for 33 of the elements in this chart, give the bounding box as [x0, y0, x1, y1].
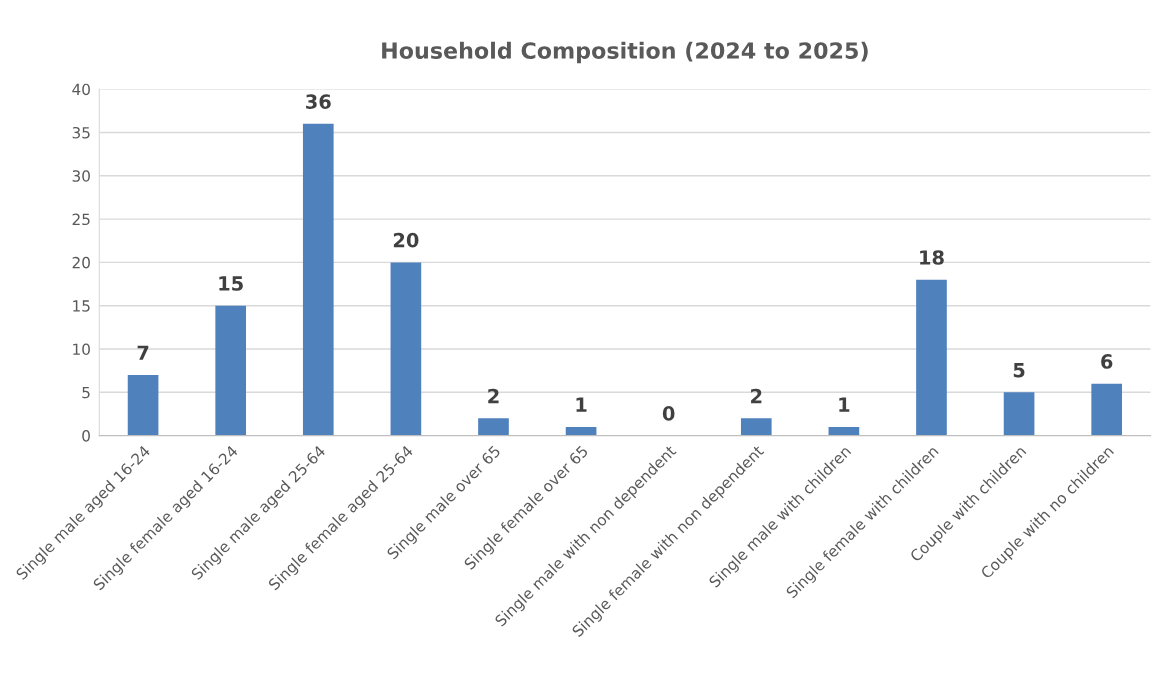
data-label: 18 — [920, 250, 944, 265]
data-label: 2 — [751, 388, 762, 404]
bar — [127, 374, 159, 436]
y-tick-label: 30 — [72, 170, 90, 182]
y-tick-label: 40 — [72, 83, 90, 96]
y-tick-label: 0 — [82, 430, 90, 442]
data-label: 1 — [576, 397, 587, 412]
data-label: 5 — [1013, 362, 1025, 378]
bar — [302, 123, 334, 436]
bar — [390, 262, 422, 436]
bar — [828, 426, 860, 436]
y-tick-label: 10 — [73, 343, 90, 356]
data-label: 0 — [662, 406, 675, 421]
bar — [740, 418, 772, 436]
y-tick-label: 25 — [72, 213, 90, 226]
bar — [565, 426, 597, 436]
bar — [215, 305, 247, 436]
data-label: 1 — [839, 397, 850, 412]
data-label: 2 — [488, 388, 499, 404]
data-label: 15 — [219, 276, 243, 291]
bar — [1091, 383, 1123, 436]
chart-title: Household Composition (2024 to 2025) — [382, 41, 868, 64]
data-label: 7 — [137, 345, 149, 360]
data-label: 6 — [1101, 354, 1113, 369]
bar — [478, 418, 509, 436]
data-label: 20 — [393, 232, 419, 248]
y-tick-label: 35 — [72, 126, 90, 139]
bar — [1003, 392, 1035, 436]
y-tick-label: 20 — [72, 256, 90, 269]
y-tick-label: 15 — [73, 300, 90, 312]
data-label: 36 — [306, 94, 331, 109]
bar — [916, 279, 947, 436]
y-tick-label: 5 — [82, 386, 90, 399]
